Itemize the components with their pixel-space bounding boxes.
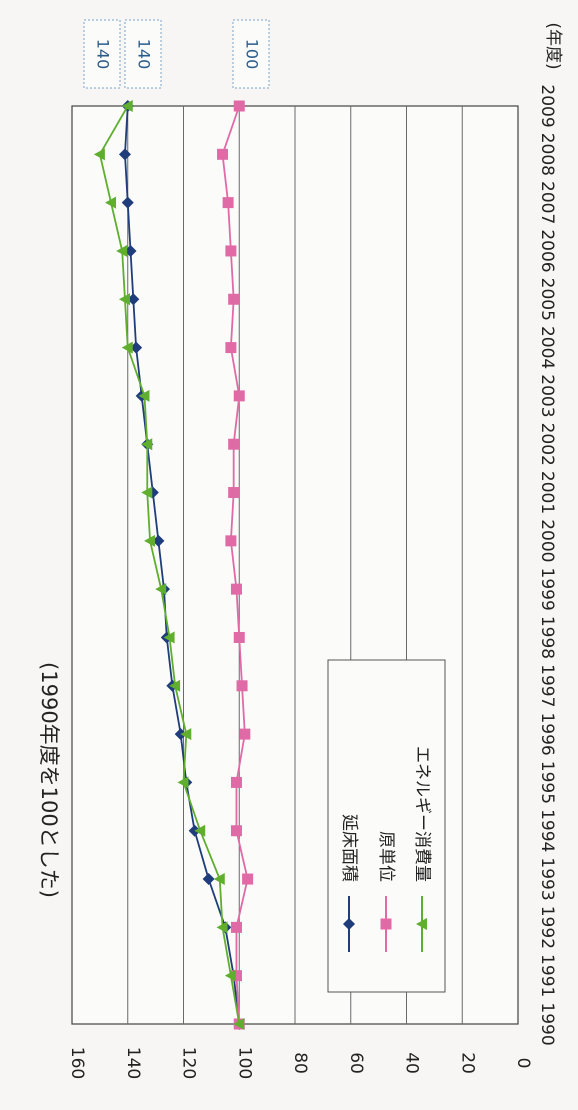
series-layer <box>93 100 254 1030</box>
x-tick-label: 2001 <box>537 471 557 514</box>
data-point-square <box>228 438 240 450</box>
data-point-square <box>230 776 242 788</box>
x-tick-labels: 1990 1991 1992 1993 1994 1995 1996 1997 1998 1999… <box>537 84 557 1045</box>
x-tick-label: 2008 <box>537 133 557 176</box>
x-tick-label: 1995 <box>537 761 557 804</box>
legend-label: エネルギー消費量 <box>412 746 432 882</box>
data-point-square <box>239 728 251 740</box>
end-value-box <box>124 19 162 89</box>
data-point-triangle <box>233 1018 245 1030</box>
data-point-square <box>228 293 240 305</box>
x-tick-label: 1993 <box>537 857 557 900</box>
data-point-diamond <box>124 244 137 257</box>
data-point-diamond <box>130 341 143 354</box>
data-point-triangle <box>155 583 167 596</box>
x-tick-label: 2005 <box>537 278 557 321</box>
legend-label: 延床面積 <box>339 814 359 882</box>
data-point-square <box>230 583 242 595</box>
x-tick-label: 1999 <box>537 568 557 611</box>
series-line <box>98 105 241 1025</box>
end-value-box <box>83 19 121 89</box>
y-tick-labels: 0 20 40 60 80 100 120 140 160 <box>67 1047 533 1079</box>
legend-label: 原単位 <box>376 831 396 882</box>
x-tick-label: 2002 <box>537 423 557 466</box>
data-point-diamond <box>118 148 131 161</box>
data-point-triangle <box>138 389 150 402</box>
y-tick-label: 80 <box>290 1052 310 1074</box>
y-tick-label: 160 <box>67 1047 87 1079</box>
x-tick-label: 1990 <box>537 1002 557 1045</box>
data-point-square <box>217 148 229 160</box>
data-point-diamond <box>202 873 215 886</box>
data-point-triangle <box>216 921 228 934</box>
series-line <box>124 105 241 1025</box>
x-tick-label: 2000 <box>537 519 557 562</box>
data-point-triangle <box>169 679 181 692</box>
data-point-square <box>233 631 245 643</box>
end-value-label: 100 <box>243 39 262 70</box>
end-value-label: 140 <box>135 39 154 70</box>
x-tick-label: 1994 <box>537 809 557 852</box>
end-value-label: 140 <box>94 39 113 70</box>
data-point-triangle <box>121 100 133 112</box>
data-point-square <box>222 197 234 209</box>
data-point-triangle <box>144 534 156 547</box>
x-tick-label: 1998 <box>537 616 557 659</box>
chart-note: (1990年度を100とした) <box>37 662 61 898</box>
x-tick-label: 2003 <box>537 374 557 417</box>
data-point-square <box>233 390 245 402</box>
data-point-triangle <box>177 776 189 789</box>
y-tick-label: 140 <box>123 1047 143 1079</box>
y-tick-label: 20 <box>457 1052 477 1074</box>
data-point-square <box>233 100 245 112</box>
data-point-triangle <box>180 728 192 741</box>
data-point-square <box>230 970 242 982</box>
data-point-diamond <box>121 196 134 209</box>
legend-marker-triangle <box>416 918 427 930</box>
data-point-diamond <box>152 534 165 547</box>
data-point-square <box>230 921 242 933</box>
end-value-labels: 140 140 100 <box>83 19 270 89</box>
data-point-triangle <box>224 969 236 982</box>
series-line <box>221 105 249 1025</box>
x-tick-label: 2004 <box>537 326 557 369</box>
legend: 延床面積 原単位 エネルギー消費量 <box>327 659 446 993</box>
data-point-triangle <box>194 824 206 837</box>
data-point-triangle <box>105 196 117 209</box>
x-tick-label: 1991 <box>537 954 557 997</box>
x-tick-label: 1996 <box>537 712 557 755</box>
data-point-triangle <box>163 631 175 644</box>
data-point-square <box>236 680 248 692</box>
data-point-triangle <box>121 341 133 354</box>
data-point-square <box>225 342 237 354</box>
series-triangle <box>93 100 245 1030</box>
data-point-square <box>242 873 254 885</box>
data-point-square <box>225 535 237 547</box>
data-point-square <box>230 825 242 837</box>
data-point-triangle <box>213 873 225 886</box>
data-point-triangle <box>141 486 153 499</box>
data-point-square <box>225 245 237 257</box>
data-point-square <box>228 487 240 499</box>
y-tick-label: 120 <box>179 1047 199 1079</box>
y-tick-label: 0 <box>513 1058 533 1069</box>
y-tick-label: 100 <box>234 1047 254 1079</box>
data-point-triangle <box>93 148 105 161</box>
x-tick-label: 2009 <box>537 84 557 127</box>
data-point-diamond <box>127 293 140 306</box>
data-point-triangle <box>118 293 130 306</box>
data-point-triangle <box>141 438 153 451</box>
x-tick-label: 2007 <box>537 181 557 224</box>
x-tick-label: 1997 <box>537 664 557 707</box>
y-tick-label: 40 <box>402 1052 422 1074</box>
x-tick-label: 1992 <box>537 906 557 949</box>
x-tick-label: 2006 <box>537 229 557 272</box>
data-point-triangle <box>116 244 128 257</box>
x-axis-unit-label: (年度) <box>543 22 563 69</box>
legend-marker-diamond <box>343 918 355 930</box>
legend-marker-square <box>380 918 392 930</box>
end-value-box <box>232 19 270 89</box>
y-tick-label: 60 <box>346 1052 366 1074</box>
